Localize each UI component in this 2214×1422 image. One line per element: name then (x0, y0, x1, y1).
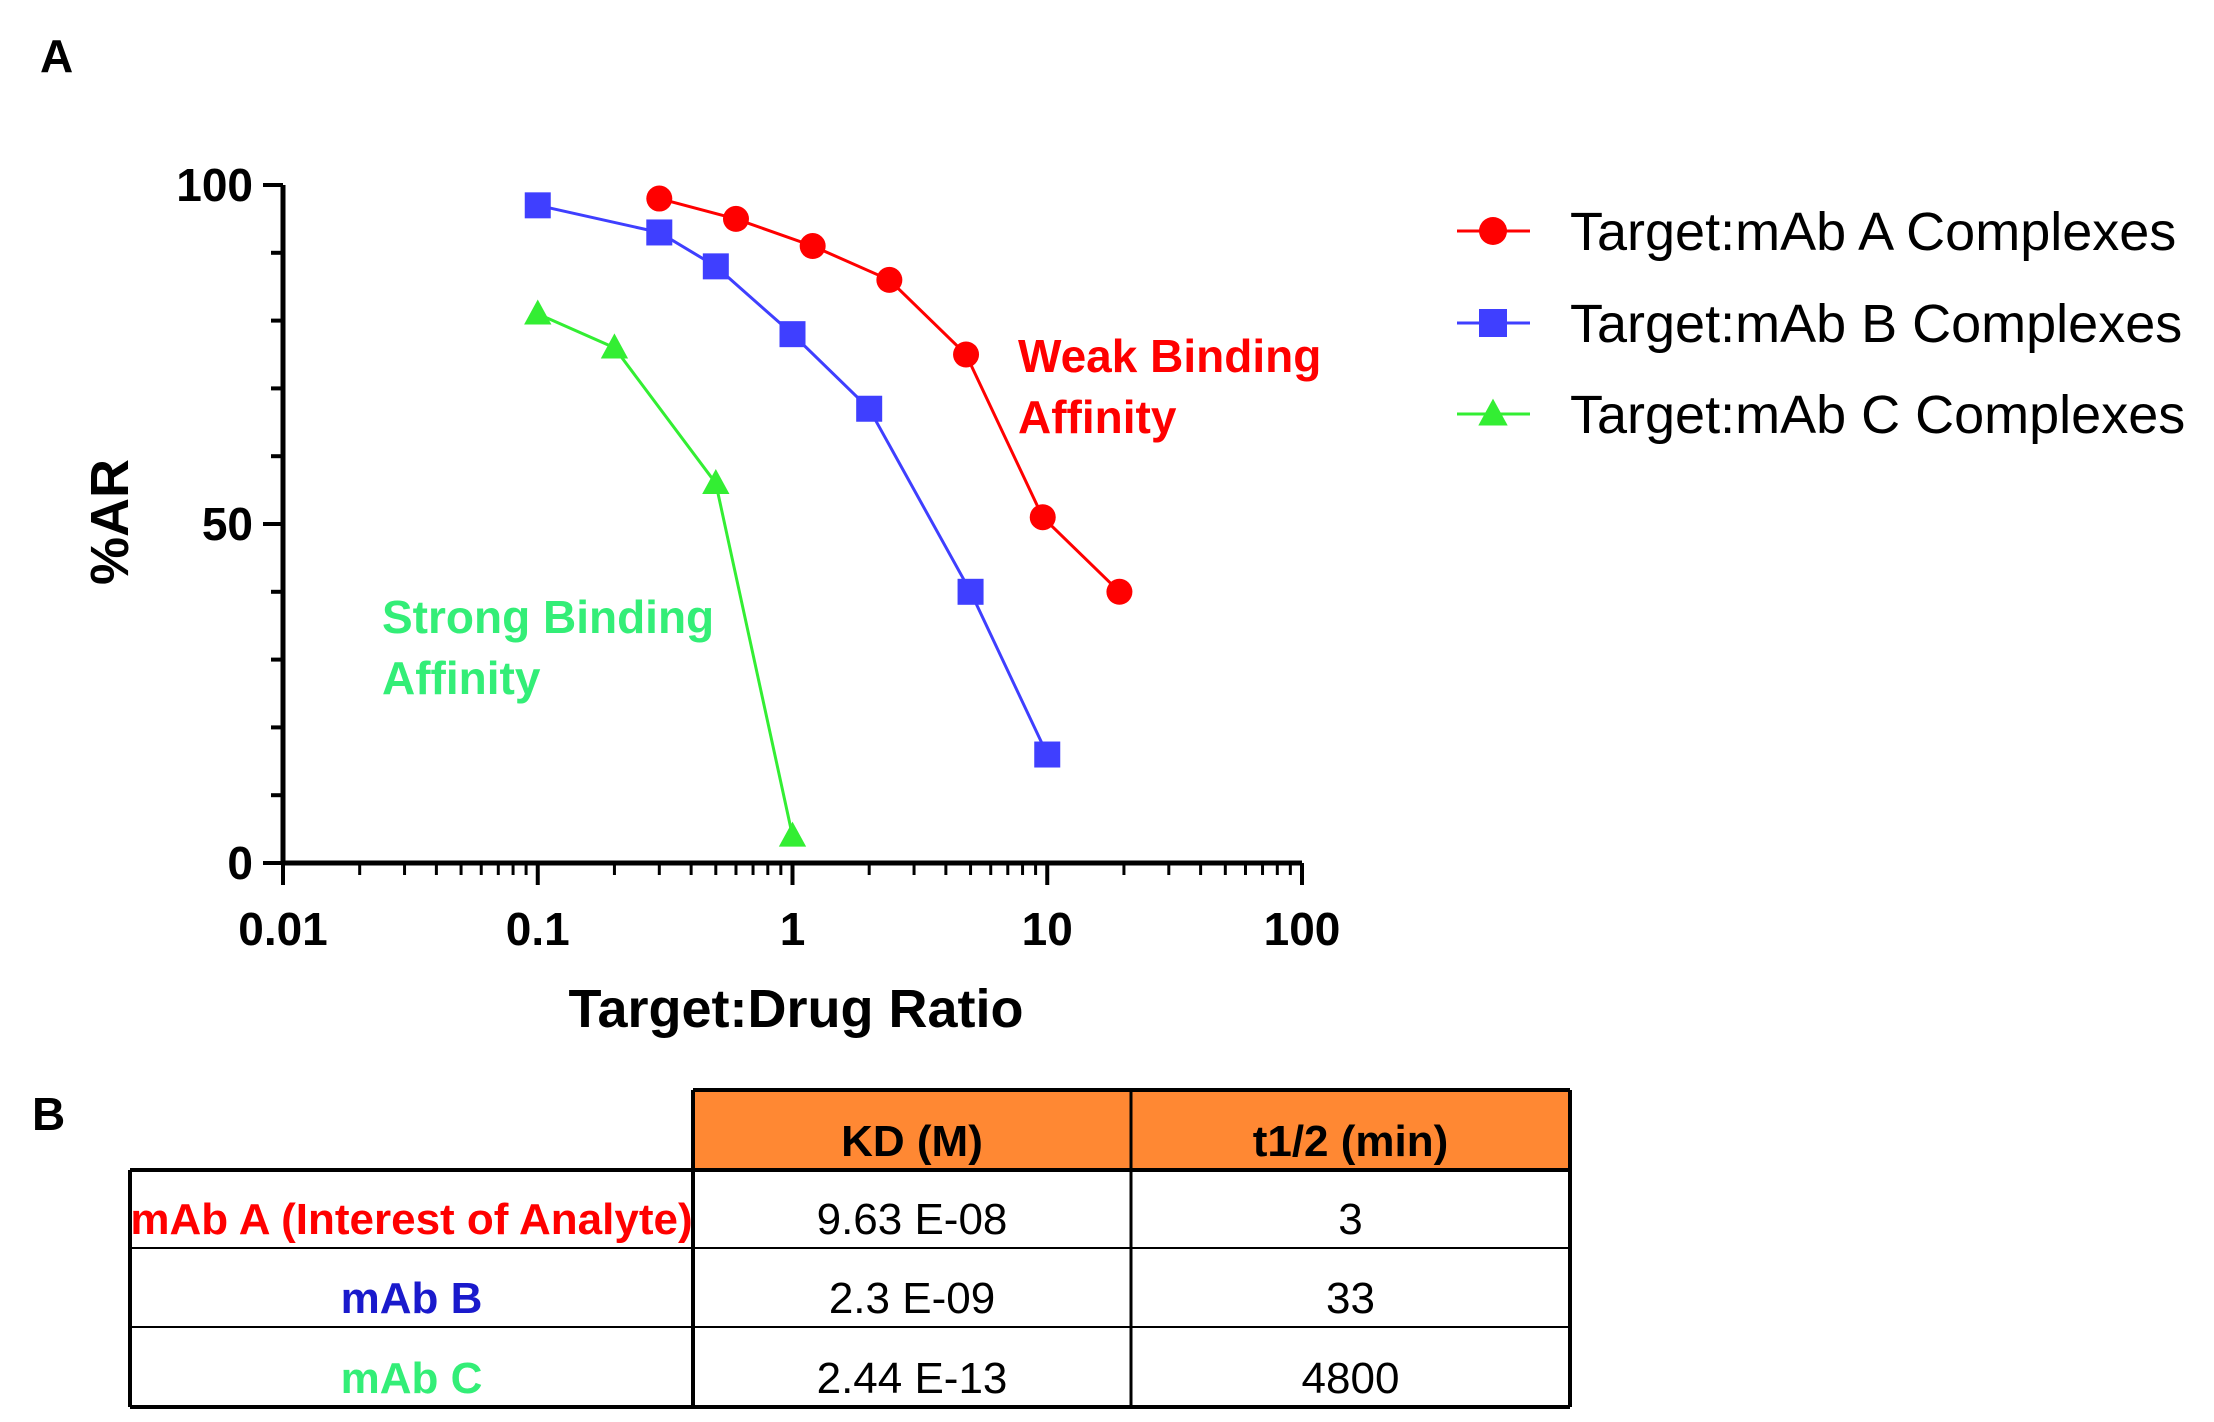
table-cell-t-half: 4800 (1302, 1354, 1400, 1403)
table-cell-kd: 2.44 E-13 (817, 1354, 1008, 1403)
y-tick-label: 50 (202, 498, 253, 550)
data-point-circle-marker (1106, 578, 1133, 605)
weak-binding-annotation: Affinity (1018, 391, 1177, 443)
legend-circle-marker (1479, 217, 1507, 245)
data-point-triangle-marker (778, 821, 807, 847)
data-point-circle-marker (953, 341, 980, 368)
table-column-header: t1/2 (min) (1253, 1117, 1449, 1166)
panel-b-label: B (32, 1088, 65, 1140)
y-tick-label: 0 (227, 837, 253, 889)
data-point-circle-marker (876, 266, 903, 293)
chart-panel-a: 0 50 100 0.01 0.1 1 10 100 %AR Target:Drug Rati… (80, 159, 1340, 1039)
series-line (537, 203, 1049, 756)
chart-annotations: Weak Binding Affinity Strong Binding Affini… (382, 330, 1321, 704)
table-row: mAb C 2.44 E-13 4800 (341, 1354, 1400, 1403)
data-point-square-marker (957, 578, 984, 605)
table-cell-kd: 2.3 E-09 (829, 1274, 995, 1323)
y-tick-label: 100 (176, 159, 253, 211)
data-point-square-marker (1034, 741, 1061, 768)
x-axis-title: Target:Drug Ratio (569, 979, 1024, 1039)
table-row-label: mAb B (341, 1274, 483, 1323)
x-tick-label: 0.01 (238, 903, 328, 955)
strong-binding-annotation: Strong Binding (382, 591, 714, 643)
data-point-circle-marker (1029, 504, 1056, 531)
data-point-square-marker (702, 253, 729, 280)
data-point-square-marker (524, 192, 551, 219)
table-cell-t-half: 3 (1338, 1195, 1362, 1244)
x-tick-label: 0.1 (506, 903, 570, 955)
panel-a-label: A (40, 30, 73, 82)
data-point-triangle-marker (702, 469, 730, 495)
data-point-triangle-marker (600, 333, 629, 359)
legend-label: Target:mAb A Complexes (1570, 202, 2176, 262)
legend-triangle-marker (1478, 398, 1508, 426)
series-line (537, 312, 794, 837)
chart-axes: 0 50 100 0.01 0.1 1 10 100 (176, 159, 1340, 955)
table-cell-kd: 9.63 E-08 (817, 1195, 1008, 1244)
data-point-square-marker (856, 395, 883, 422)
series-b (524, 192, 1061, 768)
legend-item-a: Target:mAb A Complexes (1457, 202, 2176, 262)
x-tick-label: 10 (1022, 903, 1073, 955)
table-row-label: mAb C (341, 1354, 483, 1403)
data-point-triangle-marker (524, 299, 552, 325)
y-axis-title: %AR (80, 459, 140, 585)
data-point-circle-marker (646, 185, 673, 212)
legend-square-marker (1479, 309, 1507, 337)
strong-binding-annotation: Affinity (382, 652, 541, 704)
table-row: mAb A (Interest of Analyte) 9.63 E-08 3 (130, 1195, 1362, 1244)
data-point-square-marker (779, 321, 806, 348)
data-point-circle-marker (722, 205, 749, 232)
table-row: mAb B 2.3 E-09 33 (341, 1274, 1375, 1323)
legend-item-c: Target:mAb C Complexes (1457, 385, 2185, 445)
legend-label: Target:mAb C Complexes (1570, 385, 2185, 445)
table-cell-t-half: 33 (1326, 1274, 1375, 1323)
weak-binding-annotation: Weak Binding (1018, 330, 1321, 382)
series-c (524, 299, 807, 847)
legend-item-b: Target:mAb B Complexes (1457, 294, 2182, 354)
data-point-square-marker (646, 219, 673, 246)
chart-legend: Target:mAb A Complexes Target:mAb B Compl… (1457, 202, 2185, 445)
table-row-label: mAb A (Interest of Analyte) (130, 1195, 692, 1244)
x-tick-label: 1 (780, 903, 806, 955)
x-tick-label: 100 (1264, 903, 1341, 955)
kinetics-table: KD (M) t1/2 (min) mAb A (Interest of Analy… (128, 1088, 1572, 1409)
table-column-header: KD (M) (841, 1117, 983, 1166)
series-a (646, 185, 1133, 605)
table-grid (128, 1088, 1572, 1409)
legend-label: Target:mAb B Complexes (1570, 294, 2182, 354)
chart-series (524, 185, 1133, 847)
data-point-circle-marker (799, 233, 826, 260)
